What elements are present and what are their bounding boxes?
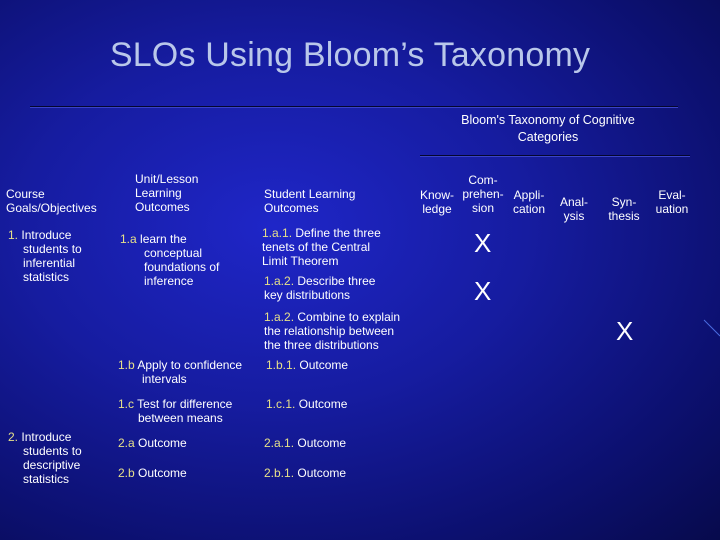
unit-outcome-1a: 1.a learn the conceptual foundations of … xyxy=(120,232,220,288)
column-header-unit: Unit/Lesson Learning Outcomes xyxy=(135,172,199,214)
bloom-taxonomy-header: Bloom's Taxonomy of Cognitive Categories xyxy=(420,112,676,146)
bloom-header-divider xyxy=(420,155,690,157)
unit-outcome-1c: 1.c Test for difference between means xyxy=(118,397,233,425)
student-outcome-1c1: 1.c.1. Outcome xyxy=(266,397,348,411)
column-header-student: Student Learning Outcomes xyxy=(264,187,356,215)
mark-1a1-comprehension: X xyxy=(474,228,492,258)
course-goal-1: 1. Introduce students to inferential sta… xyxy=(8,228,82,284)
column-header-application: Appli- cation xyxy=(512,188,546,216)
title-divider xyxy=(30,106,678,108)
decorative-streak xyxy=(703,319,720,337)
column-header-course: Course Goals/Objectives xyxy=(6,187,97,215)
student-outcome-1a2: 1.a.2. Describe three key distributions xyxy=(264,274,376,302)
unit-outcome-2a: 2.a Outcome xyxy=(118,436,187,450)
page-title: SLOs Using Bloom’s Taxonomy xyxy=(109,36,591,74)
student-outcome-2b1: 2.b.1. Outcome xyxy=(264,466,347,480)
column-header-comprehension: Com- prehen- sion xyxy=(462,173,504,215)
student-outcome-1a2-combine: 1.a.2. Combine to explain the relationsh… xyxy=(264,310,401,352)
student-outcome-2a1: 2.a.1. Outcome xyxy=(264,436,347,450)
student-outcome-1b1: 1.b.1. Outcome xyxy=(266,358,349,372)
mark-1a2-comprehension: X xyxy=(474,276,492,306)
column-header-knowledge: Know- ledge xyxy=(419,188,454,216)
column-header-analysis: Anal- ysis xyxy=(559,195,588,223)
student-outcome-1a1: 1.a.1. Define the three tenets of the Ce… xyxy=(262,226,381,268)
bloom-header-line1: Bloom's Taxonomy of Cognitive xyxy=(461,113,635,127)
unit-outcome-2b: 2.b Outcome xyxy=(118,466,187,480)
mark-combine-synthesis: X xyxy=(616,316,634,346)
bloom-header-line2: Categories xyxy=(517,130,579,144)
column-header-evaluation: Eval- uation xyxy=(655,188,689,216)
unit-outcome-1b: 1.b Apply to confidence intervals xyxy=(118,358,243,386)
course-goal-2: 2. Introduce students to descriptive sta… xyxy=(8,430,82,486)
column-header-synthesis: Syn- thesis xyxy=(608,195,640,223)
